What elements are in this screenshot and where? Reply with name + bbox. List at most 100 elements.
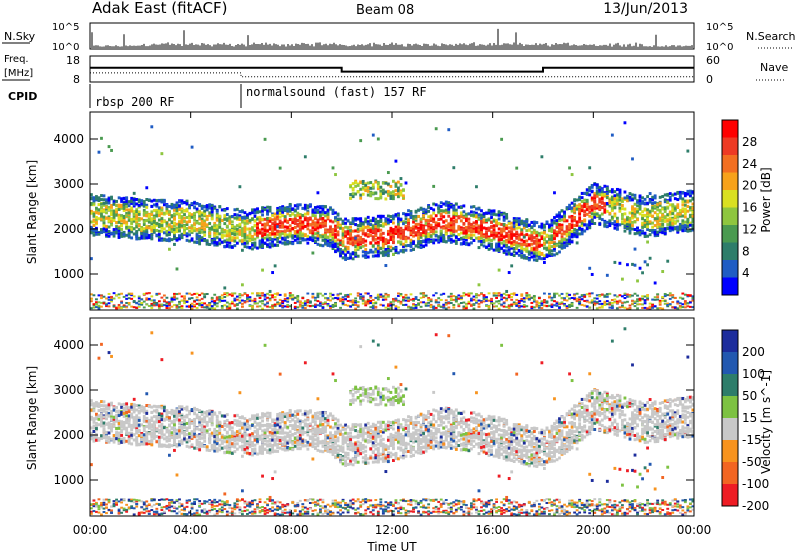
power-cell [218, 300, 222, 303]
power-cell [492, 231, 496, 235]
power-cell [434, 224, 438, 228]
power-cell [555, 225, 559, 229]
power-cell [97, 150, 101, 154]
power-cell [583, 213, 587, 217]
power-cell [331, 293, 335, 296]
power-cell [419, 305, 423, 308]
power-cell [278, 215, 282, 219]
power-cell [238, 299, 242, 302]
power-cell [346, 295, 350, 298]
power-cell [266, 217, 269, 221]
power-cell [107, 199, 111, 203]
power-cell [344, 247, 347, 251]
power-cell [535, 234, 539, 238]
power-cell [477, 302, 481, 305]
power-cell [517, 248, 521, 252]
power-cell [152, 218, 156, 222]
power-cell [102, 230, 106, 234]
power-cell [313, 296, 317, 299]
power-cell [178, 200, 181, 204]
power-cell [394, 184, 398, 188]
power-cell [444, 299, 448, 302]
power-cell [472, 307, 476, 310]
power-cell [278, 240, 282, 244]
power-cell [507, 233, 511, 237]
power-cell [351, 238, 355, 242]
power-cell [590, 220, 594, 224]
power-cell [354, 245, 358, 249]
power-cell [480, 301, 483, 304]
power-cell [100, 305, 103, 308]
power-cell [293, 222, 297, 226]
power-cell [560, 301, 564, 304]
power-cell [412, 230, 415, 234]
power-cell [198, 234, 202, 238]
power-cell [155, 234, 159, 238]
power-cell [248, 230, 252, 234]
power-cell [200, 211, 204, 215]
cpid-panel: CPID rbsp 200 RF normalsound (fast) 157 … [8, 84, 427, 109]
power-cell [407, 222, 410, 226]
power-cell [160, 217, 164, 221]
power-cell [142, 227, 146, 231]
power-cell [122, 219, 126, 223]
power-cell [193, 201, 196, 205]
power-cell [487, 299, 491, 302]
power-cell [155, 292, 159, 295]
power-cell [160, 206, 164, 210]
power-cell [319, 292, 322, 295]
power-cell [152, 216, 156, 220]
power-cell [578, 203, 582, 207]
power-cell [543, 292, 546, 295]
power-cell [223, 234, 227, 238]
power-cell [381, 251, 385, 255]
power-cell [419, 296, 423, 299]
power-cell [470, 299, 473, 302]
power-cell [543, 225, 546, 229]
power-cell [225, 232, 229, 236]
power-cell [188, 216, 191, 220]
power-cell [482, 239, 486, 243]
power-cell [422, 207, 426, 211]
power-cell [399, 218, 403, 222]
power-cell [311, 226, 315, 230]
power-cell [553, 304, 556, 307]
power-cell [319, 206, 322, 210]
power-cell [361, 302, 365, 305]
power-cell [381, 298, 385, 301]
power-cell [253, 241, 257, 245]
power-cell [379, 196, 383, 200]
power-cell [329, 305, 332, 308]
power-cell [437, 218, 441, 222]
power-cell [273, 292, 277, 295]
power-cell [563, 244, 566, 248]
power-cell [175, 207, 179, 211]
power-cell [185, 223, 189, 227]
power-cell [331, 305, 335, 308]
power-cell [354, 192, 358, 196]
power-cell [366, 255, 370, 259]
power-cell [409, 248, 413, 252]
power-cell [364, 225, 368, 229]
power-cell [429, 223, 433, 227]
power-cell [366, 234, 370, 238]
power-cell [467, 217, 471, 221]
power-cell [449, 231, 453, 235]
power-cell [120, 224, 124, 228]
power-cell [422, 230, 426, 234]
power-cell [331, 245, 335, 249]
power-cell [95, 303, 98, 306]
power-cell [381, 191, 385, 195]
power-cell [170, 238, 174, 242]
power-cell [422, 294, 426, 297]
power-cell [389, 304, 393, 307]
power-cell [386, 304, 390, 307]
power-cell [560, 218, 564, 222]
power-cell [525, 293, 529, 296]
power-cell [434, 214, 438, 218]
power-cell [160, 200, 164, 204]
power-cell [316, 236, 320, 240]
power-cell [394, 182, 398, 186]
power-cell [356, 241, 360, 245]
power-cell [107, 302, 111, 305]
